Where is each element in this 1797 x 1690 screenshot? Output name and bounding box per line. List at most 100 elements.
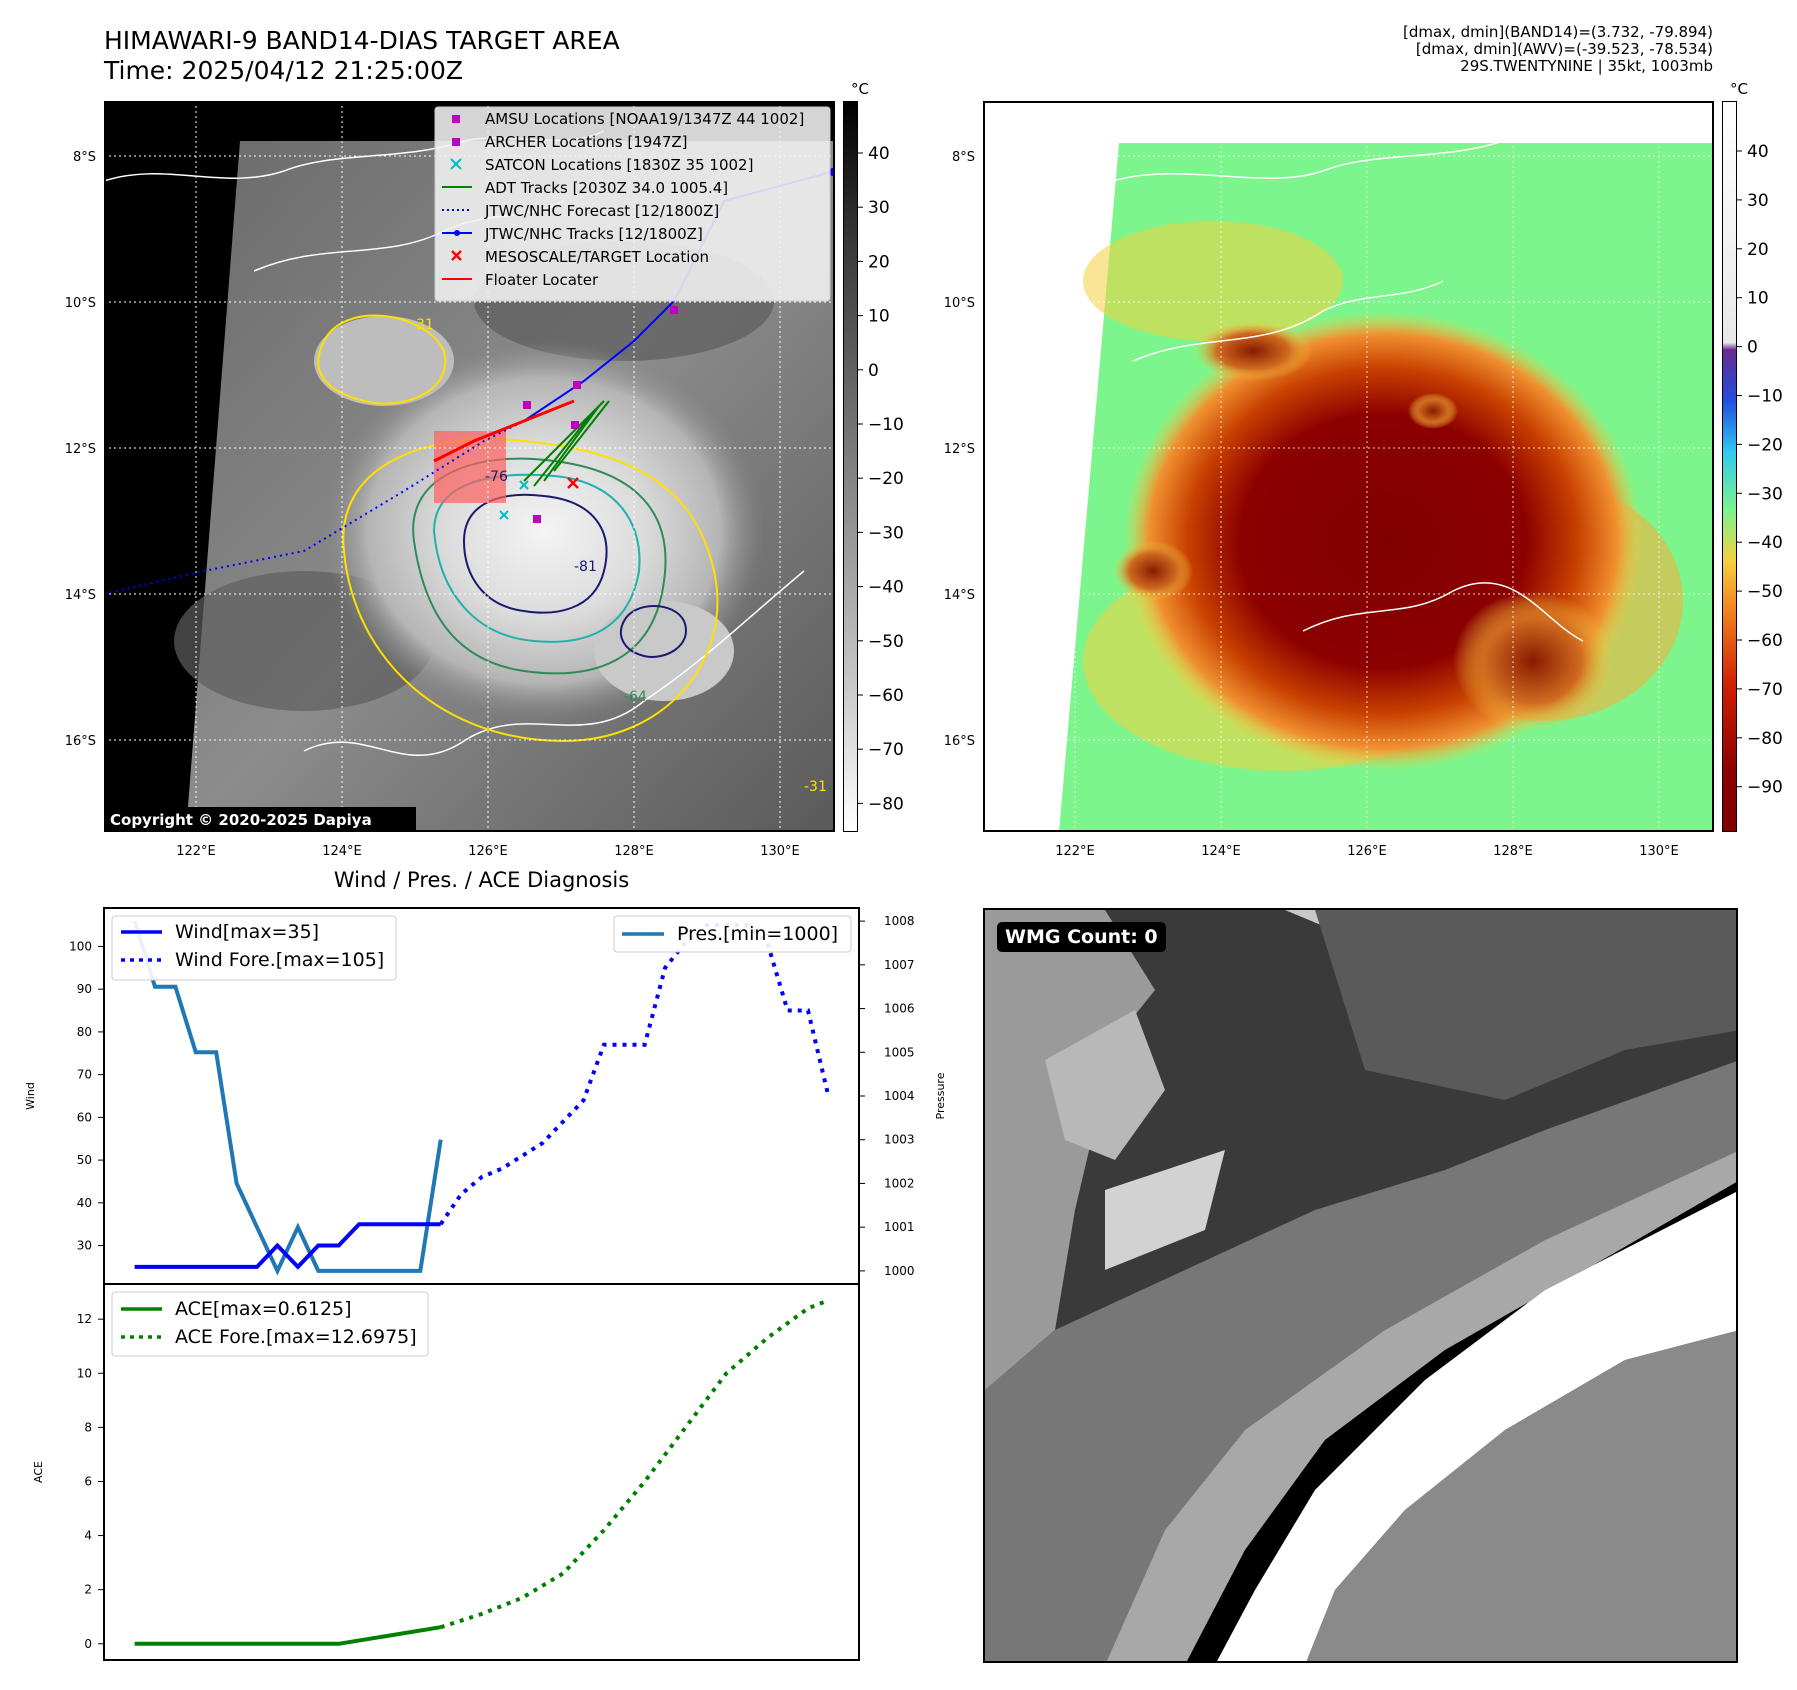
pressure-tick-label: 1000 [884,1264,915,1278]
pressure-tick-label: 1004 [884,1089,915,1103]
ir-lat-tick-label: 12°S [65,442,96,457]
ir-colorbar-tick-label: −70 [868,740,904,760]
figure-title: HIMAWARI-9 BAND14-DIAS TARGET AREA [104,26,620,55]
contour-label-76: -76 [485,469,508,485]
pressure-legend: Pres.[min=1000] [613,915,852,953]
awv-colorbar-tick-label: −20 [1747,435,1783,455]
contour-label-31: 31 [416,317,434,333]
wind-forecast-series-line [439,923,831,1226]
awv-colorbar-tick-label: −60 [1747,631,1783,651]
info-block: [dmax, dmin](BAND14)=(3.732, -79.894) [d… [1403,24,1713,75]
ace-tick-label: 2 [84,1583,92,1597]
awv-colorbar-tick-label: 30 [1747,191,1769,211]
wind-tick-label: 70 [77,1068,92,1082]
ir-lon-tick-label: 122°E [176,844,216,859]
ir-colorbar [843,101,858,832]
awv-colorbar [1722,101,1737,832]
ir-lon-tick-label: 124°E [322,844,362,859]
legend-pressure: Pres.[min=1000] [677,923,838,945]
awv-lon-tick-label: 122°E [1055,844,1095,859]
ir-colorbar-tick-label: 10 [868,307,890,327]
wind-tick-label: 100 [69,939,92,953]
ace-tick-label: 12 [77,1312,92,1326]
ir-lat-tick-label: 16°S [65,734,96,749]
wind-legend: Wind[max=35] Wind Fore.[max=105] [111,915,397,981]
awv-map-panel [983,101,1714,832]
legend-ace-fore: ACE Fore.[max=12.6975] [175,1326,417,1348]
pressure-ylabel: Pressure [934,1072,947,1119]
ace-tick-label: 4 [84,1529,92,1543]
ace-tick-label: 6 [84,1474,92,1488]
awv-lat-tick-label: 12°S [944,442,975,457]
ir-legend-satcon: SATCON Locations [1830Z 35 1002] [485,156,753,174]
contour-label-64: -64 [624,689,647,705]
ir-legend-jtwc-forecast: JTWC/NHC Forecast [12/1800Z] [484,202,719,220]
awv-map-image [983,101,1714,832]
ir-colorbar-tick-label: −40 [868,578,904,598]
ir-lon-tick-label: 126°E [468,844,508,859]
awv-colorbar-tick-label: −80 [1747,729,1783,749]
awv-lon-tick-label: 124°E [1201,844,1241,859]
ir-colorbar-tick-label: −80 [868,794,904,814]
ace-axes [103,1283,860,1661]
awv-map-frame [983,101,1714,832]
ir-legend-floater: Floater Locater [485,271,599,289]
pressure-tick-label: 1006 [884,1002,915,1016]
diagnosis-title: Wind / Pres. / ACE Diagnosis [333,868,630,892]
pressure-tick-label: 1002 [884,1176,915,1190]
ir-legend-adt: ADT Tracks [2030Z 34.0 1005.4] [485,179,728,197]
awv-lat-tick-label: 8°S [952,150,975,165]
ir-lat-tick-label: 10°S [65,296,96,311]
contour-label-81: -81 [574,559,597,575]
ace-tick-label: 8 [84,1420,92,1434]
ace-tick-label: 10 [77,1366,92,1380]
awv-lat-tick-label: 16°S [944,734,975,749]
ir-colorbar-tick-label: −20 [868,469,904,489]
ir-colorbar-tick-label: −60 [868,686,904,706]
wind-tick-label: 90 [77,982,92,996]
wind-tick-label: 50 [77,1153,92,1167]
ir-colorbar-tick-label: 30 [868,198,890,218]
pressure-tick-label: 1001 [884,1220,915,1234]
ir-lat-tick-label: 8°S [73,150,96,165]
awv-colorbar-tick-label: 20 [1747,240,1769,260]
ir-legend-amsu: AMSU Locations [NOAA19/1347Z 44 1002] [485,110,804,128]
diagnosis-chart: Wind Pressure ACE 1009080706050403010081… [24,907,947,1661]
legend-ace: ACE[max=0.6125] [175,1298,352,1320]
wmg-panel [983,908,1738,1663]
info-line-awv: [dmax, dmin](AWV)=(-39.523, -78.534) [1415,40,1713,58]
ace-series-line [134,1625,442,1646]
wind-tick-label: 60 [77,1110,92,1124]
ace-legend: ACE[max=0.6125] ACE Fore.[max=12.6975] [111,1291,429,1357]
ir-lon-tick-label: 128°E [614,844,654,859]
awv-lon-tick-label: 130°E [1639,844,1679,859]
awv-lat-tick-label: 10°S [944,296,975,311]
ir-legend: AMSU Locations [NOAA19/1347Z 44 1002] AR… [434,106,831,302]
ir-legend-jtwc-tracks: JTWC/NHC Tracks [12/1800Z] [484,225,703,243]
awv-lat-tick-label: 14°S [944,588,975,603]
awv-lon-tick-label: 128°E [1493,844,1533,859]
copyright-label: Copyright © 2020-2025 Dapiya [110,811,372,829]
ir-colorbar-tick-label: −30 [868,523,904,543]
info-line-storm: 29S.TWENTYNINE | 35kt, 1003mb [1460,57,1713,75]
ir-map-frame [104,101,835,832]
pressure-tick-label: 1005 [884,1045,915,1059]
pressure-tick-label: 1007 [884,958,915,972]
awv-colorbar-tick-label: −70 [1747,680,1783,700]
ir-map-image: AMSU Locations [NOAA19/1347Z 44 1002] AR… [103,101,837,832]
awv-colorbar-tick-label: −10 [1747,387,1783,407]
legend-wind: Wind[max=35] [175,921,319,943]
legend-wind-fore: Wind Fore.[max=105] [175,949,384,971]
ace-ylabel: ACE [32,1461,45,1483]
ir-colorbar-tick-label: 0 [868,361,879,381]
ir-lat-tick-label: 14°S [65,588,96,603]
awv-colorbar-tick-label: 10 [1747,289,1769,309]
info-line-band14: [dmax, dmin](BAND14)=(3.732, -79.894) [1402,23,1713,41]
ir-colorbar-ticks: 40 30 20 10 0 −10 −20 −30 −40 −50 −60 −70 −80 [858,144,904,814]
awv-colorbar-tick-label: −40 [1747,533,1783,553]
pressure-tick-label: 1003 [884,1133,915,1147]
ir-colorbar-unit: °C [851,80,869,98]
awv-lon-tick-label: 126°E [1347,844,1387,859]
ace-tick-label: 0 [84,1637,92,1651]
awv-colorbar-unit: °C [1730,80,1748,98]
